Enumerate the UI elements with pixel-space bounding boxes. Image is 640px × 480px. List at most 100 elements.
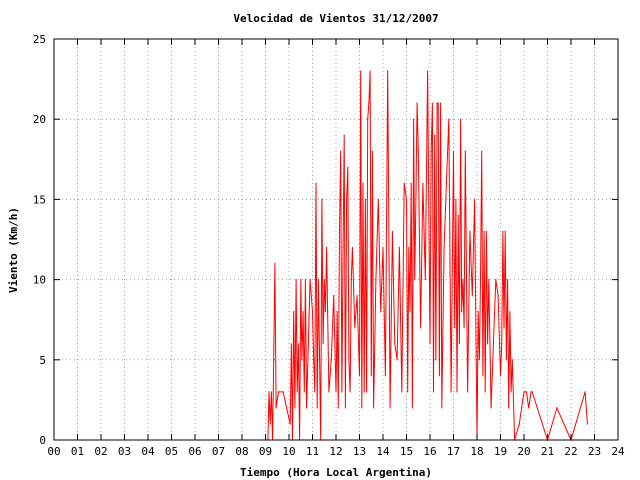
x-tick-label: 15	[400, 445, 413, 458]
wind-speed-point	[337, 407, 339, 409]
wind-speed-point	[315, 182, 317, 184]
wind-speed-point	[360, 70, 362, 72]
wind-speed-point	[454, 327, 456, 329]
wind-speed-point	[424, 279, 426, 281]
wind-speed-point	[481, 150, 483, 152]
wind-speed-point	[511, 359, 513, 361]
wind-speed-point	[411, 407, 413, 409]
wind-speed-point	[408, 246, 410, 249]
wind-speed-point	[484, 391, 486, 393]
wind-speed-point	[488, 279, 490, 281]
wind-speed-point	[460, 118, 462, 120]
wind-speed-point	[396, 359, 398, 361]
wind-speed-point	[328, 391, 330, 393]
y-axis-label: Viento (Km/h)	[7, 207, 20, 293]
wind-speed-point	[286, 407, 288, 409]
wind-speed-point	[354, 327, 356, 329]
wind-speed-point	[391, 230, 393, 233]
wind-speed-point	[499, 375, 502, 377]
wind-speed-point	[350, 279, 352, 281]
x-tick-label: 02	[94, 445, 107, 458]
wind-speed-point	[463, 327, 465, 329]
wind-speed-point	[417, 150, 419, 152]
wind-speed-point	[507, 279, 509, 281]
y-tick-label: 25	[33, 33, 46, 46]
wind-speed-point	[443, 246, 445, 249]
wind-speed-point	[434, 134, 436, 136]
wind-speed-point	[458, 343, 460, 345]
wind-speed-point	[531, 391, 533, 393]
wind-speed-point	[301, 359, 303, 361]
wind-speed-point	[273, 359, 275, 361]
wind-speed-point	[435, 359, 437, 361]
wind-speed-point	[380, 311, 382, 313]
wind-speed-point	[477, 311, 479, 313]
wind-speed-point	[367, 118, 369, 120]
wind-speed-point	[518, 423, 520, 425]
wind-speed-point	[275, 407, 277, 409]
wind-speed-point	[432, 391, 435, 393]
wind-speed-point	[290, 343, 292, 345]
y-tick-label: 5	[39, 354, 46, 367]
y-tick-label: 20	[33, 113, 46, 126]
x-tick-label: 00	[47, 445, 60, 458]
wind-speed-point	[483, 230, 485, 233]
wind-speed-point	[326, 246, 328, 249]
wind-speed-point	[410, 182, 412, 184]
x-tick-label: 12	[329, 445, 342, 458]
wind-speed-point	[311, 311, 314, 313]
wind-speed-point	[430, 150, 432, 152]
wind-speed-point	[405, 198, 408, 200]
wind-speed-point	[336, 311, 338, 313]
x-tick-label: 17	[447, 445, 460, 458]
wind-speed-point	[347, 166, 349, 168]
x-tick-label: 24	[611, 445, 625, 458]
wind-speed-point	[503, 327, 505, 329]
wind-speed-point	[505, 359, 507, 361]
wind-speed-point	[427, 70, 429, 72]
wind-speed-point	[440, 102, 442, 104]
wind-speed-point	[363, 391, 365, 393]
wind-speed-point	[497, 295, 499, 297]
x-tick-label: 13	[353, 445, 366, 458]
wind-speed-point	[341, 391, 343, 393]
wind-speed-point	[487, 343, 489, 345]
wind-speed-point	[316, 407, 318, 409]
wind-speed-point	[450, 391, 452, 393]
y-tick-label: 15	[33, 193, 46, 206]
wind-speed-point	[485, 230, 487, 233]
x-tick-label: 19	[494, 445, 507, 458]
wind-speed-point	[457, 214, 459, 216]
wind-speed-point	[584, 391, 586, 393]
wind-speed-point	[504, 230, 506, 233]
wind-speed-point	[282, 391, 284, 393]
x-tick-label: 14	[376, 445, 390, 458]
wind-speed-point	[501, 343, 503, 345]
wind-speed-point	[313, 359, 315, 361]
wind-speed-point	[343, 134, 345, 136]
wind-speed-point	[436, 102, 438, 104]
wind-speed-point	[361, 407, 363, 409]
wind-speed-point	[321, 198, 323, 200]
wind-speed-point	[398, 246, 400, 249]
wind-speed-point	[479, 279, 482, 281]
wind-speed-point	[362, 182, 364, 184]
wind-speed-point	[300, 279, 302, 281]
x-tick-label: 09	[259, 445, 272, 458]
wind-speed-point	[368, 102, 370, 104]
wind-speed-point	[456, 391, 458, 393]
wind-speed-point	[452, 150, 455, 152]
wind-speed-point	[467, 391, 469, 393]
x-tick-label: 18	[470, 445, 483, 458]
wind-speed-point	[556, 407, 558, 409]
wind-speed-point	[521, 407, 523, 409]
x-tick-label: 11	[306, 445, 319, 458]
wind-speed-point	[293, 311, 295, 313]
wind-speed-point	[369, 70, 371, 72]
wind-speed-point	[586, 423, 589, 425]
wind-speed-point	[356, 295, 358, 297]
wind-speed-point	[330, 359, 332, 361]
wind-speed-point	[508, 407, 510, 409]
chart-title: Velocidad de Vientos 31/12/2007	[233, 12, 438, 25]
